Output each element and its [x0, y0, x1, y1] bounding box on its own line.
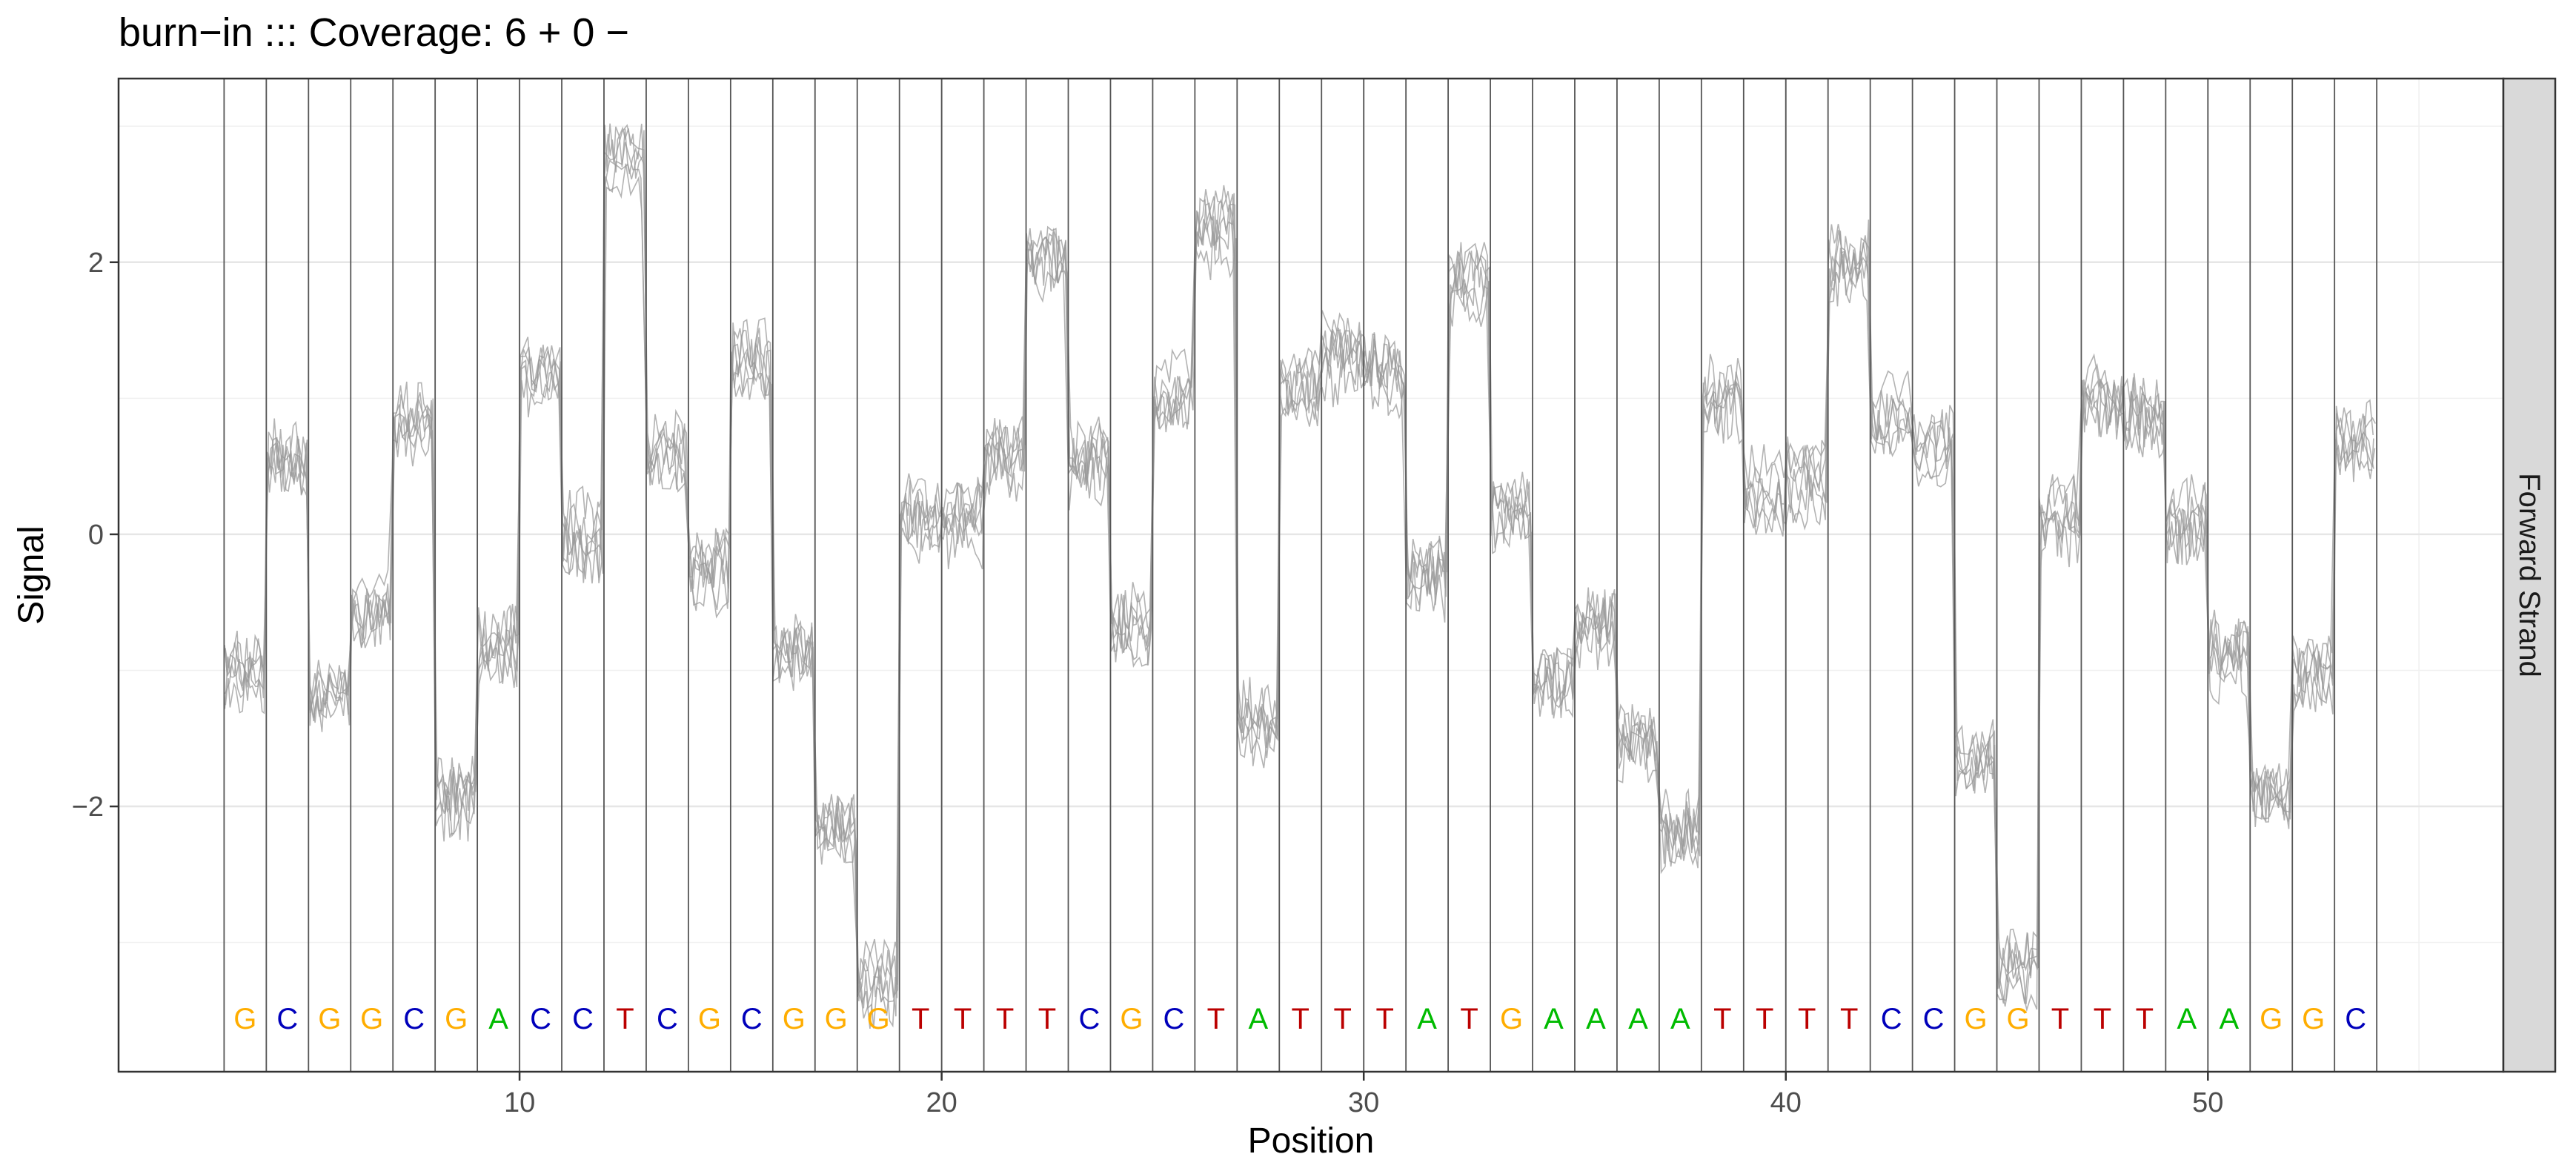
- base-label-42: G: [1964, 1003, 1987, 1035]
- base-label-27: T: [1333, 1003, 1351, 1035]
- base-label-26: T: [1292, 1003, 1309, 1035]
- base-label-3: G: [318, 1003, 341, 1035]
- facet-strip-label: Forward Strand: [2513, 473, 2546, 677]
- y-axis-label: Signal: [12, 525, 51, 624]
- base-label-28: T: [1375, 1003, 1393, 1035]
- base-boundaries: [223, 79, 2378, 1072]
- x-tick-label-1: 20: [926, 1087, 957, 1118]
- facet-strip: [2502, 77, 2557, 1073]
- base-label-20: T: [1038, 1003, 1056, 1035]
- base-label-43: G: [2006, 1003, 2029, 1035]
- base-label-33: A: [1586, 1003, 1606, 1035]
- base-label-37: T: [1756, 1003, 1773, 1035]
- signal-trace-6: [225, 150, 2373, 1029]
- y-tick-label-1: 0: [88, 520, 104, 551]
- y-tick-label-2: 2: [88, 248, 104, 279]
- base-label-39: T: [1840, 1003, 1858, 1035]
- base-label-2: C: [276, 1003, 298, 1035]
- base-label-18: T: [954, 1003, 972, 1035]
- base-label-14: G: [783, 1003, 806, 1035]
- base-label-30: T: [1460, 1003, 1478, 1035]
- plot-panel: [119, 79, 2503, 1072]
- base-label-44: T: [2051, 1003, 2069, 1035]
- x-tick-label-0: 10: [504, 1087, 535, 1118]
- base-label-16: G: [867, 1003, 890, 1035]
- base-label-48: A: [2219, 1003, 2239, 1035]
- base-label-41: C: [1923, 1003, 1945, 1035]
- base-label-24: T: [1207, 1003, 1225, 1035]
- base-label-12: G: [698, 1003, 721, 1035]
- base-label-29: A: [1417, 1003, 1437, 1035]
- base-label-51: C: [2345, 1003, 2366, 1035]
- base-label-19: T: [996, 1003, 1014, 1035]
- base-label-50: G: [2302, 1003, 2325, 1035]
- base-label-32: A: [1544, 1003, 1564, 1035]
- base-label-6: G: [445, 1003, 468, 1035]
- base-label-17: T: [912, 1003, 929, 1035]
- chart-title: burn−in ::: Coverage: 6 + 0 −: [119, 10, 629, 55]
- base-label-11: C: [657, 1003, 678, 1035]
- base-label-10: T: [616, 1003, 634, 1035]
- base-label-38: T: [1798, 1003, 1816, 1035]
- base-label-5: C: [403, 1003, 425, 1035]
- base-label-4: G: [360, 1003, 383, 1035]
- base-label-8: C: [530, 1003, 551, 1035]
- base-label-34: A: [1628, 1003, 1648, 1035]
- base-label-13: C: [741, 1003, 763, 1035]
- base-label-36: T: [1713, 1003, 1731, 1035]
- base-label-25: A: [1248, 1003, 1268, 1035]
- base-label-45: T: [2094, 1003, 2111, 1035]
- base-label-22: G: [1120, 1003, 1143, 1035]
- base-label-49: G: [2260, 1003, 2283, 1035]
- base-label-15: G: [825, 1003, 848, 1035]
- base-label-40: C: [1881, 1003, 1902, 1035]
- base-label-21: C: [1079, 1003, 1101, 1035]
- x-tick-label-4: 50: [2192, 1087, 2223, 1118]
- y-axis: −2 0 2: [72, 248, 119, 823]
- x-tick-label-2: 30: [1348, 1087, 1379, 1118]
- base-label-1: G: [233, 1003, 256, 1035]
- x-axis-label: Position: [1248, 1121, 1375, 1161]
- signal-traces: [224, 123, 2377, 1029]
- signal-trace-5: [225, 142, 2376, 1007]
- base-label-23: C: [1163, 1003, 1184, 1035]
- base-label-47: A: [2177, 1003, 2197, 1035]
- base-label-7: A: [488, 1003, 508, 1035]
- base-label-31: G: [1500, 1003, 1523, 1035]
- x-tick-label-3: 40: [1770, 1087, 1802, 1118]
- base-label-46: T: [2136, 1003, 2154, 1035]
- x-axis: 10 20 30 40 50: [504, 1072, 2223, 1118]
- base-label-35: A: [1670, 1003, 1690, 1035]
- signal-trace-4: [225, 163, 2374, 998]
- base-label-9: C: [572, 1003, 594, 1035]
- y-tick-label-0: −2: [72, 792, 104, 823]
